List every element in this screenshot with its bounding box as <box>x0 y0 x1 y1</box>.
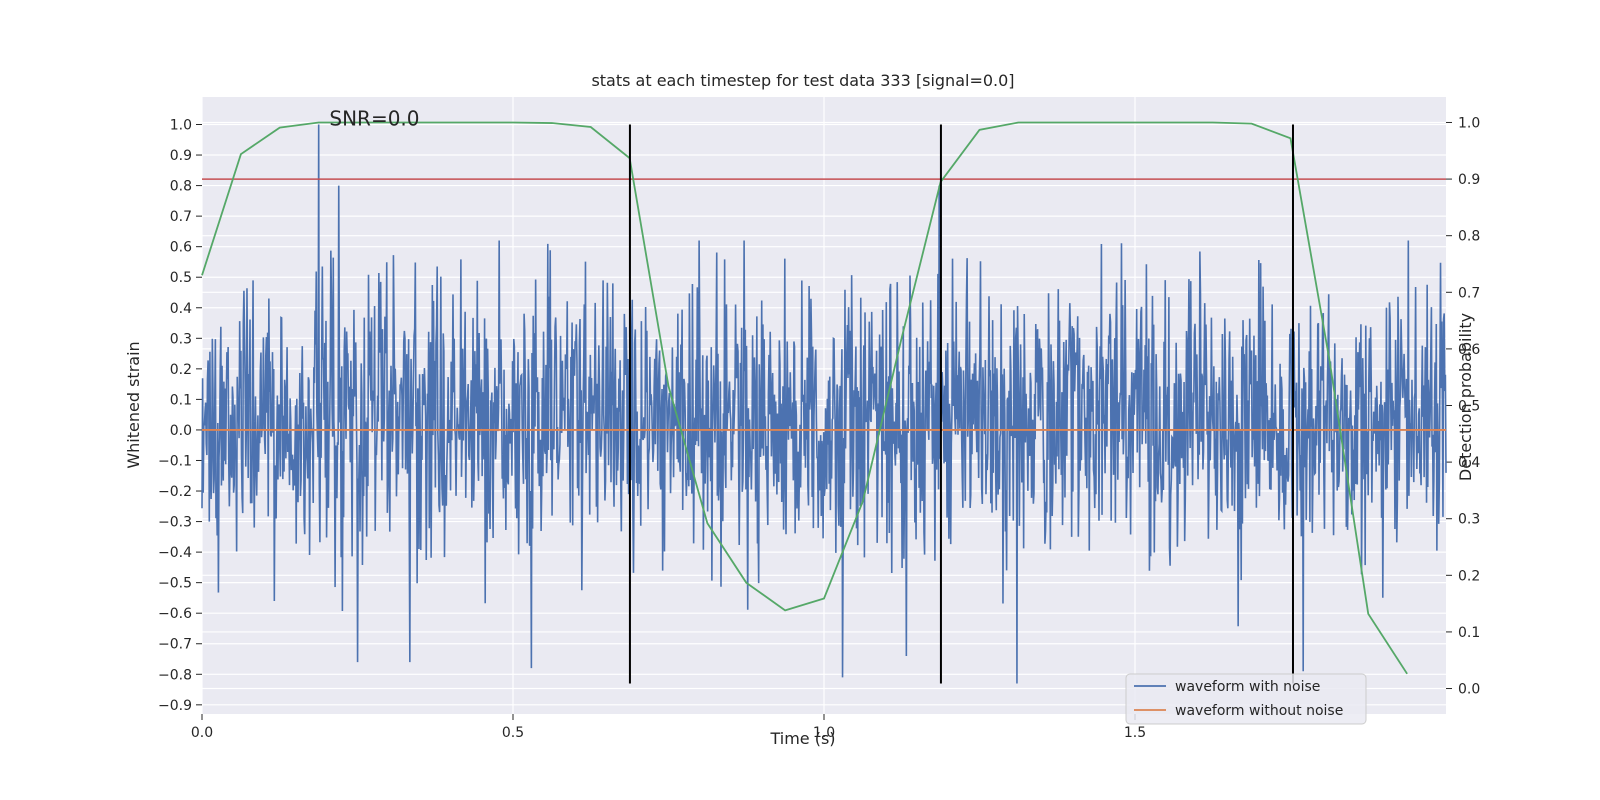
right-tick-label: 0.5 <box>1458 399 1480 415</box>
left-tick-label: −0.7 <box>158 637 192 653</box>
left-tick-label: 0.1 <box>170 392 192 408</box>
x-tick-label: 0.0 <box>191 725 213 741</box>
right-tick-label: 0.2 <box>1458 568 1480 584</box>
legend-label-clean: waveform without noise <box>1175 703 1343 719</box>
right-tick-label: 0.7 <box>1458 285 1480 301</box>
x-tick-label: 0.5 <box>502 725 524 741</box>
right-tick-label: 0.8 <box>1458 229 1480 245</box>
chart-title: stats at each timestep for test data 333… <box>591 71 1014 90</box>
legend-box <box>1125 673 1367 725</box>
detection-marker-lines <box>628 124 1294 684</box>
left-y-ticks: 1.0 0.9 0.8 0.7 0.6 0.5 0.4 0.3 0.2 0.1 0.0 −0.1 −0.… <box>158 117 202 714</box>
left-tick-label: 0.4 <box>170 301 192 317</box>
snr-annotation: SNR=0.0 <box>329 106 419 130</box>
y-axis-label-left: Whitened strain <box>124 341 143 468</box>
right-tick-label: 0.4 <box>1458 455 1480 471</box>
left-tick-label: 0.5 <box>170 270 192 286</box>
left-tick-label: −0.8 <box>158 667 192 683</box>
left-tick-label: 0.8 <box>170 179 192 195</box>
right-tick-label: 0.9 <box>1458 172 1480 188</box>
left-tick-label: 0.2 <box>170 362 192 378</box>
legend-label-noise: waveform with noise <box>1175 679 1320 695</box>
left-tick-label: −0.9 <box>158 698 192 714</box>
left-tick-label: −0.2 <box>158 484 192 500</box>
right-y-ticks: 1.0 0.9 0.8 0.7 0.6 0.5 0.4 0.3 0.2 0.1 0.0 <box>1446 115 1480 698</box>
left-tick-label: −0.5 <box>158 576 192 592</box>
left-tick-label: 0.9 <box>170 148 192 164</box>
right-tick-label: 0.1 <box>1458 625 1480 641</box>
legend: waveform with noise waveform without noi… <box>1125 673 1367 725</box>
y-axis-label-right: Detection probability <box>1456 313 1475 481</box>
x-axis-label: Time (s) <box>769 729 835 748</box>
left-tick-label: −0.6 <box>158 606 192 622</box>
right-tick-label: 1.0 <box>1458 115 1480 131</box>
detection-probability-line <box>201 121 1408 675</box>
x-tick-label: 1.5 <box>1124 725 1146 741</box>
x-tick-label: 1.0 <box>813 725 835 741</box>
left-tick-label: 0.7 <box>170 209 192 225</box>
left-tick-label: 1.0 <box>170 117 192 133</box>
right-tick-label: 0.0 <box>1458 682 1480 698</box>
left-tick-label: 0.3 <box>170 331 192 347</box>
waveform-with-noise-line <box>201 124 1447 684</box>
left-tick-label: 0.0 <box>170 423 192 439</box>
left-tick-label: −0.1 <box>158 453 192 469</box>
x-ticks: 0.0 0.5 1.0 1.5 <box>191 714 1146 741</box>
right-tick-label: 0.3 <box>1458 512 1480 528</box>
left-tick-label: −0.4 <box>158 545 192 561</box>
left-tick-label: 0.6 <box>170 240 192 256</box>
right-tick-label: 0.6 <box>1458 342 1480 358</box>
left-tick-label: −0.3 <box>158 515 192 531</box>
